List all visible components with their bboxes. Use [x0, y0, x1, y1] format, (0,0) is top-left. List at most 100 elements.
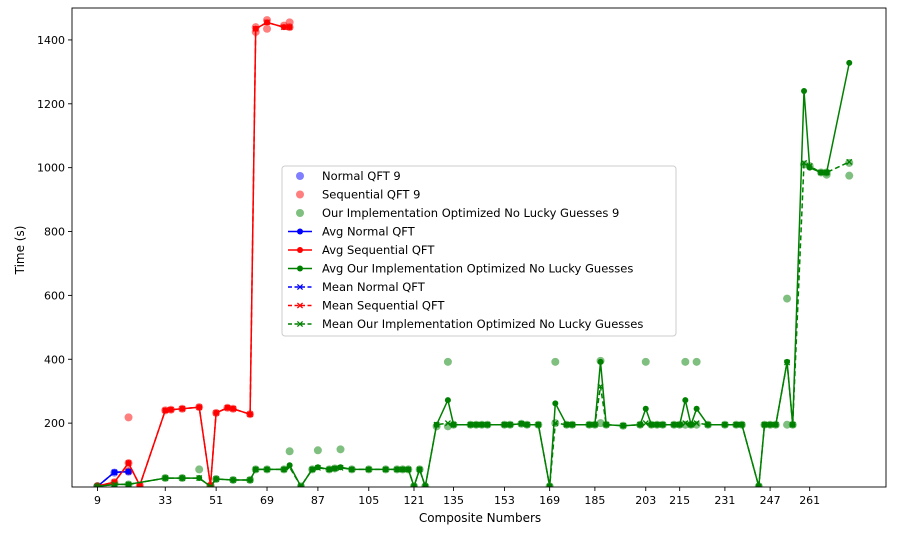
- series-line: [97, 161, 850, 487]
- scatter-point: [263, 24, 272, 33]
- legend-swatch-marker: [297, 247, 303, 253]
- scatter-point: [845, 158, 854, 167]
- y-tick-label: 1000: [37, 162, 65, 175]
- series-marker: [247, 411, 254, 418]
- scatter-point: [692, 357, 701, 366]
- x-tick-label: 9: [94, 494, 101, 507]
- series-marker: [682, 420, 689, 427]
- series-marker: [507, 421, 514, 428]
- plot-marks: [93, 16, 854, 487]
- series-marker: [552, 400, 559, 407]
- series-marker: [136, 482, 143, 487]
- series-marker: [365, 466, 372, 473]
- scatter-point: [336, 445, 345, 454]
- series-marker: [518, 420, 525, 427]
- series-marker: [772, 421, 779, 428]
- series-marker: [682, 397, 689, 404]
- series-marker: [597, 383, 604, 390]
- scatter-point: [641, 357, 650, 366]
- scatter-point: [313, 446, 322, 455]
- series-marker: [94, 483, 101, 487]
- series-marker: [755, 483, 762, 487]
- series-marker: [501, 421, 508, 428]
- legend-label: Mean Normal QFT: [322, 280, 426, 294]
- series-marker: [162, 407, 169, 414]
- series-marker: [591, 421, 598, 428]
- scatter-point: [681, 357, 690, 366]
- x-tick-label: 69: [260, 494, 274, 507]
- series-marker: [693, 420, 700, 427]
- series-marker: [247, 476, 254, 484]
- line-series-5: [94, 158, 853, 487]
- series-marker: [286, 462, 293, 469]
- x-tick-label: 121: [403, 494, 424, 507]
- y-tick-label: 400: [44, 353, 65, 366]
- plot-area: [93, 16, 854, 487]
- series-marker: [523, 421, 531, 428]
- series-marker: [800, 159, 808, 166]
- scatter-point: [195, 465, 204, 474]
- scatter-point: [783, 294, 792, 303]
- x-tick-label: 215: [669, 494, 690, 507]
- series-marker: [467, 421, 474, 428]
- series-marker: [563, 421, 570, 428]
- legend-swatch: [296, 172, 304, 180]
- series-marker: [179, 405, 186, 412]
- legend-entry: Avg Our Implementation Optimized No Luck…: [288, 262, 633, 276]
- scatter-series-1: [93, 16, 294, 487]
- series-marker: [569, 421, 576, 428]
- axes: 9 33 51 69 87 105 121 135 153 169 185 203 215 231 247 2…: [37, 7, 887, 507]
- legend-entry: Avg Normal QFT: [288, 225, 416, 239]
- legend-label: Avg Sequential QFT: [322, 243, 435, 257]
- series-marker: [286, 464, 293, 471]
- series-marker: [637, 421, 644, 428]
- series-marker: [337, 464, 344, 471]
- line-series-1: [94, 19, 293, 487]
- series-marker: [444, 397, 451, 404]
- x-tick-label: 135: [443, 494, 464, 507]
- series-marker: [478, 421, 485, 428]
- series-marker: [213, 475, 220, 483]
- legend-label: Avg Our Implementation Optimized No Luck…: [322, 262, 633, 276]
- series-marker: [167, 406, 174, 413]
- series-marker: [162, 474, 169, 482]
- legend-swatch-marker: [297, 265, 303, 272]
- series-marker: [546, 483, 553, 487]
- series-marker: [433, 421, 440, 428]
- scatter-point: [692, 420, 701, 429]
- series-marker: [642, 420, 649, 427]
- series-marker: [326, 466, 333, 473]
- series-marker: [738, 421, 745, 428]
- scatter-point: [681, 420, 690, 429]
- scatter-point: [845, 171, 854, 180]
- scatter-point: [551, 357, 560, 366]
- series-marker: [230, 476, 237, 484]
- x-tick-label: 203: [635, 494, 656, 507]
- legend-entry: Mean Our Implementation Optimized No Luc…: [288, 317, 643, 331]
- series-marker: [297, 483, 304, 487]
- series-marker: [823, 169, 830, 176]
- x-tick-label: 247: [760, 494, 781, 507]
- series-marker: [676, 421, 683, 428]
- series-marker: [207, 483, 214, 487]
- series-marker: [670, 421, 678, 428]
- series-marker: [687, 421, 695, 428]
- legend-swatch-marker: [296, 320, 304, 328]
- series-marker: [111, 469, 118, 476]
- legend-label: Avg Normal QFT: [322, 225, 416, 239]
- x-tick-label: 33: [158, 494, 172, 507]
- series-marker: [399, 466, 406, 473]
- series-marker: [603, 421, 610, 428]
- series-marker: [817, 169, 825, 176]
- series-marker: [846, 59, 853, 66]
- series-marker: [733, 421, 740, 428]
- series-marker: [789, 421, 796, 428]
- y-tick-label: 1400: [37, 34, 65, 47]
- x-tick-label: 105: [358, 494, 379, 507]
- legend-label: Mean Sequential QFT: [322, 299, 445, 313]
- legend-swatch-marker: [296, 283, 304, 291]
- x-axis-label: Composite Numbers: [419, 511, 541, 525]
- series-marker: [213, 409, 220, 416]
- series-marker: [761, 421, 768, 428]
